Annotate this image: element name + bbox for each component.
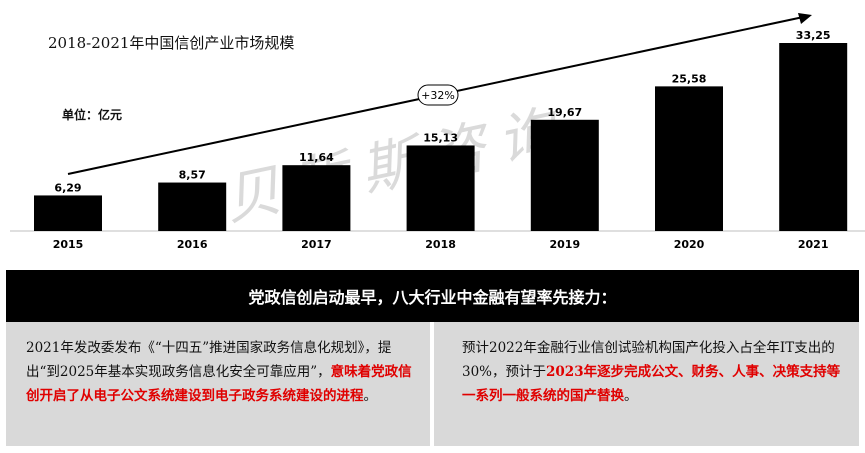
bar-chart: 6,29 2015 8,57 2016 11,64 2017 15,13 2018 19,67 2… xyxy=(10,13,865,251)
category-label-2017: 2017 xyxy=(301,238,332,251)
left-panel-highlight: 意味着党政信创开启了从电子公文系统建设到电子政务系统建设的进程 xyxy=(26,364,412,404)
value-label-2019: 19,67 xyxy=(547,106,582,119)
right-text-panel: 预计2022年金融行业信创试验机构国产化投入占全年IT支出的30%，预计于202… xyxy=(434,322,859,446)
category-label-2019: 2019 xyxy=(549,238,580,251)
right-panel-tail: 。 xyxy=(624,388,638,404)
value-label-2020: 25,58 xyxy=(672,72,707,85)
value-label-2016: 8,57 xyxy=(179,169,206,182)
growth-annotation: +32% xyxy=(421,89,455,102)
right-panel-highlight: 2023年逐步完成公文、财务、人事、决策支持等一系列一般系统的国产替换 xyxy=(462,364,841,404)
left-panel-text: 2021年发改委发布《“十四五”推进国家政务信息化规划》，提出“到2025年基本… xyxy=(26,340,392,380)
unit-label: 单位：亿元 xyxy=(62,108,123,122)
bar-2018 xyxy=(406,145,475,231)
category-label-2020: 2020 xyxy=(674,238,705,251)
category-label-2021: 2021 xyxy=(798,238,829,251)
section-banner: 党政信创启动最早，八大行业中金融有望率先接力： xyxy=(6,270,859,322)
trend-arrow-head xyxy=(798,13,812,24)
value-label-2021: 33,25 xyxy=(796,29,831,42)
value-label-2015: 6,29 xyxy=(54,181,81,194)
right-panel-text: 预计2022年金融行业信创试验机构国产化投入占全年IT支出的30%，预计于 xyxy=(462,340,835,380)
bar-2016 xyxy=(158,182,227,231)
bar-2017 xyxy=(282,165,351,231)
category-label-2018: 2018 xyxy=(425,238,456,251)
bar-2019 xyxy=(530,119,599,231)
category-label-2016: 2016 xyxy=(177,238,208,251)
bar-2021 xyxy=(779,43,848,231)
bar-2020 xyxy=(655,86,723,231)
left-panel-tail: 。 xyxy=(363,388,378,404)
banner-text: 党政信创启动最早，八大行业中金融有望率先接力： xyxy=(248,288,617,307)
value-label-2017: 11,64 xyxy=(299,151,334,164)
category-label-2015: 2015 xyxy=(53,238,84,251)
growth-annotation-box xyxy=(417,84,459,106)
value-label-2018: 15,13 xyxy=(423,131,458,144)
chart-title: 2018-2021年中国信创产业市场规模 xyxy=(48,34,295,52)
left-text-panel: 2021年发改委发布《“十四五”推进国家政务信息化规划》，提出“到2025年基本… xyxy=(6,322,430,446)
bar-2015 xyxy=(34,195,102,231)
